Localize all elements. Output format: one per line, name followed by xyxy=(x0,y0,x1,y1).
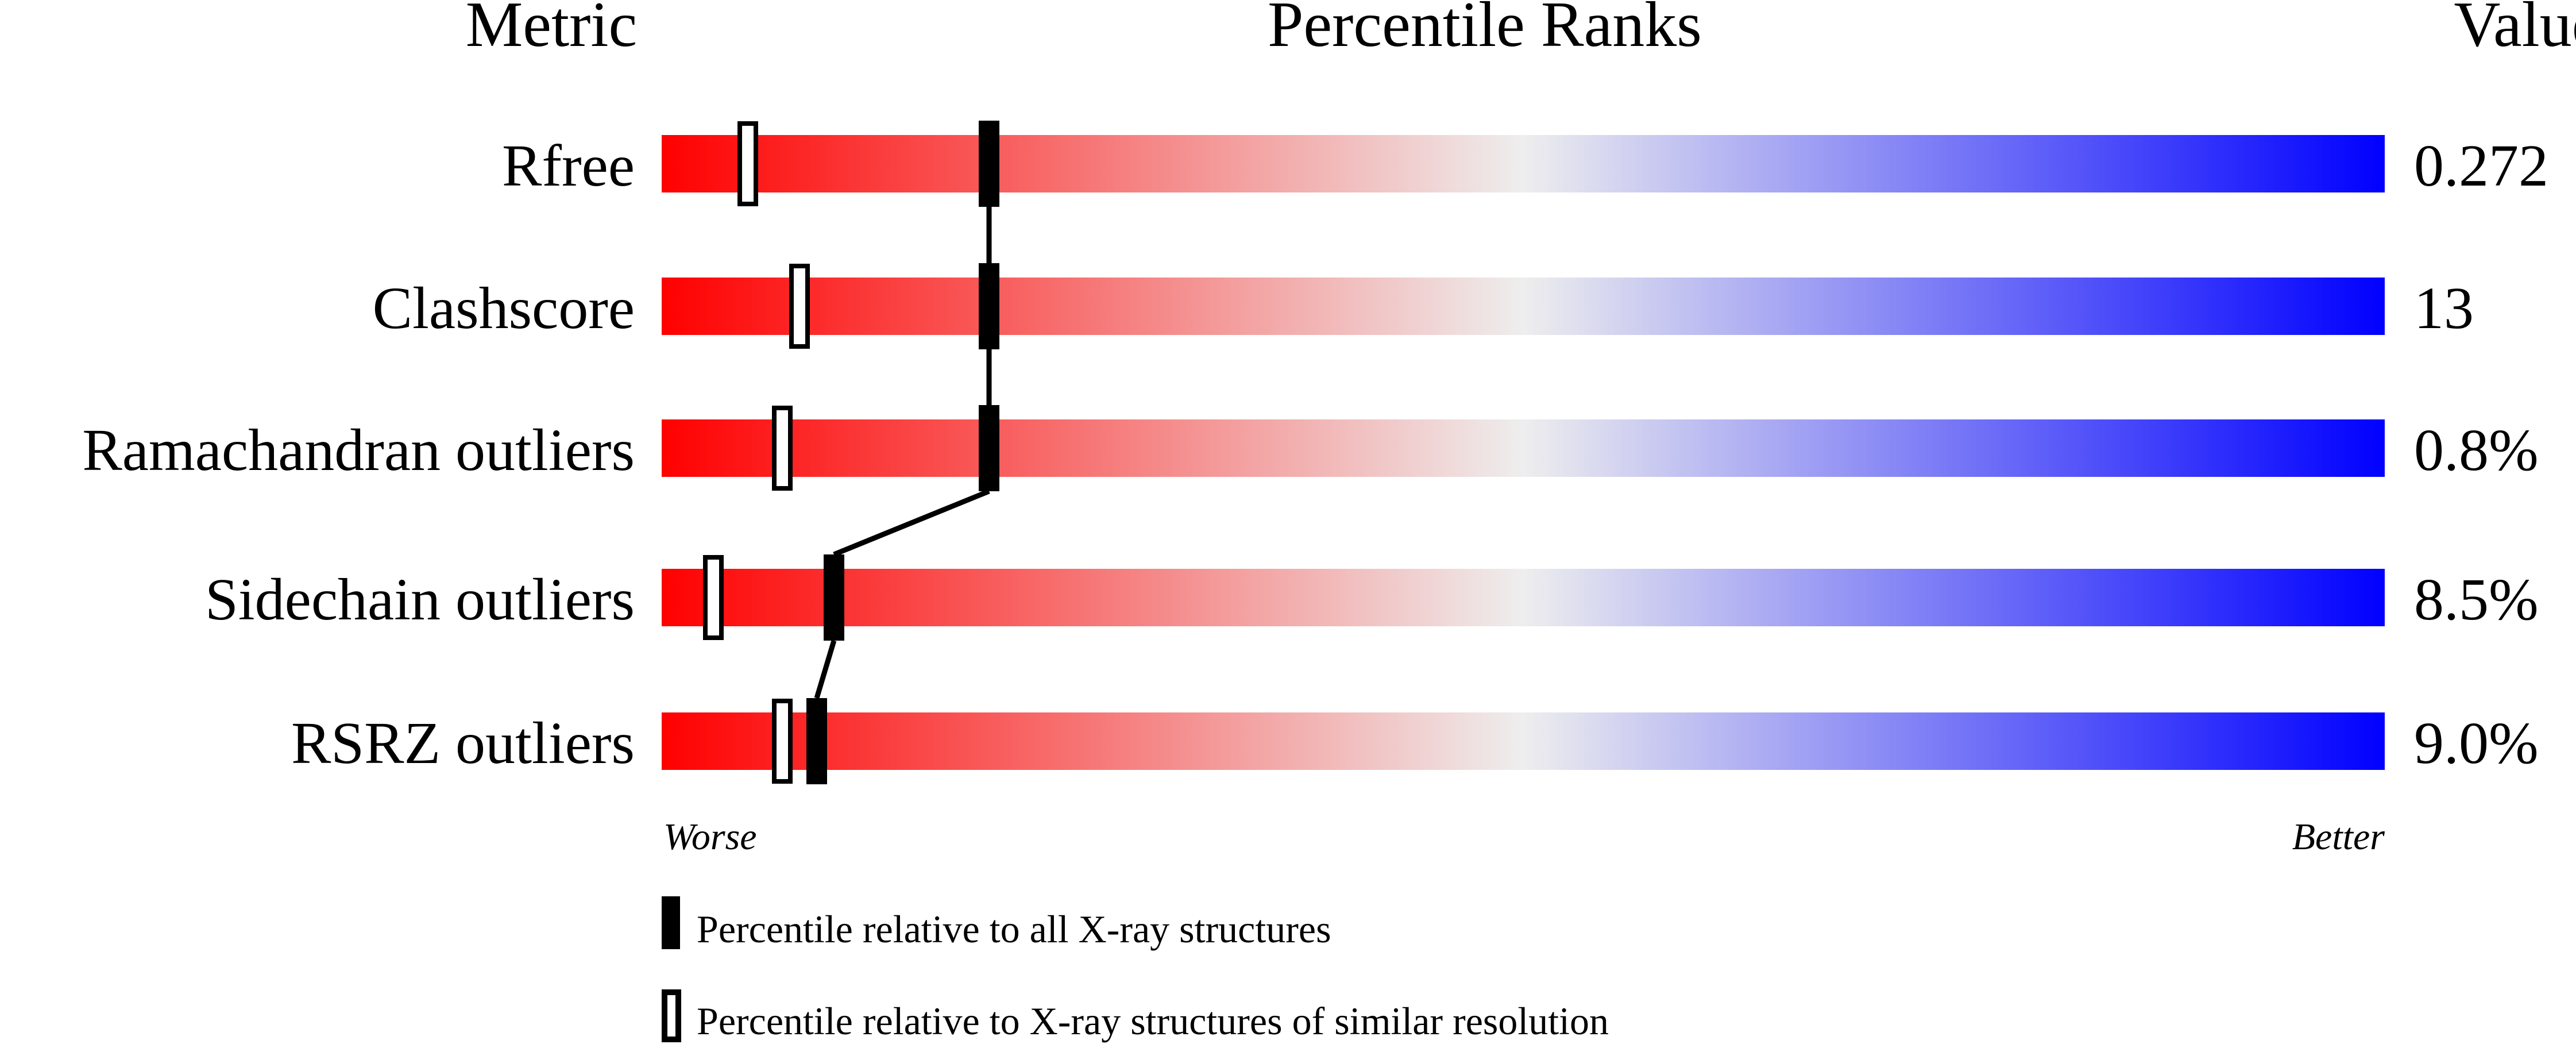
metric-value: 0.8% xyxy=(2414,417,2539,483)
all-structures-marker xyxy=(806,698,827,784)
metric-value: 0.272 xyxy=(2414,133,2548,199)
worse-label: Worse xyxy=(663,816,757,858)
percentile-bar xyxy=(662,712,2385,770)
all-structures-marker xyxy=(824,554,844,641)
metric-value: 13 xyxy=(2414,275,2474,341)
similar-resolution-marker xyxy=(789,264,810,349)
all-structures-marker xyxy=(979,405,999,491)
better-label: Better xyxy=(2292,816,2385,858)
metric-label: RSRZ outliers xyxy=(291,710,635,776)
connector-line xyxy=(833,488,990,557)
all-structures-marker xyxy=(979,263,999,349)
percentile-bar xyxy=(662,419,2385,477)
chart-rows: Rfree 0.272 Clashscore 13 Ramachandran outli… xyxy=(82,133,2548,776)
metric-label: Clashscore xyxy=(373,275,635,341)
similar-resolution-marker xyxy=(737,121,758,206)
legend-similar-label: Percentile relative to X-ray structures … xyxy=(697,999,1609,1043)
metric-header: Metric xyxy=(466,0,638,60)
metric-label: Rfree xyxy=(502,133,635,199)
all-structures-marker xyxy=(979,121,999,207)
metric-value: 9.0% xyxy=(2414,710,2539,776)
similar-resolution-marker xyxy=(772,406,793,491)
percentile-bar xyxy=(662,569,2385,626)
percentile-header: Percentile Ranks xyxy=(1268,0,1702,60)
legend: Percentile relative to all X-ray structu… xyxy=(662,896,1609,1043)
percentile-bar xyxy=(662,278,2385,335)
value-header: Value xyxy=(2454,0,2576,60)
similar-resolution-marker xyxy=(772,699,793,784)
percentile-markers xyxy=(703,121,999,784)
metric-value: 8.5% xyxy=(2414,567,2539,633)
connector-line xyxy=(814,639,837,699)
legend-all-label: Percentile relative to all X-ray structu… xyxy=(697,907,1331,951)
legend-filled-marker xyxy=(662,896,680,949)
legend-open-marker xyxy=(662,989,681,1042)
connector-lines xyxy=(814,207,992,699)
metric-label: Ramachandran outliers xyxy=(82,417,635,483)
similar-resolution-marker xyxy=(703,555,724,640)
percentile-bar xyxy=(662,135,2385,192)
metric-label: Sidechain outliers xyxy=(205,567,635,633)
